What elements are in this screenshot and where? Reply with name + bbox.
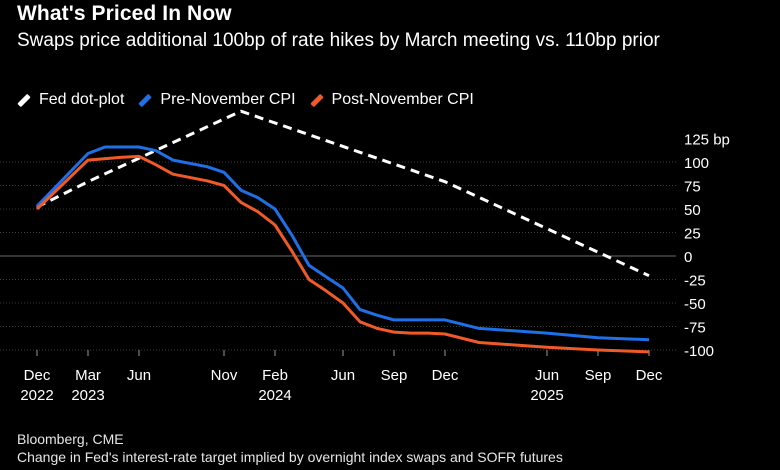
chart-title: What's Priced In Now <box>17 2 232 25</box>
y-tick-label: 100 <box>684 155 709 172</box>
y-tick-label: 25 <box>684 226 701 243</box>
chart-subtitle: Swaps price additional 100bp of rate hik… <box>17 30 660 51</box>
x-tick-label: Sep <box>381 367 408 384</box>
x-tick-label: Mar <box>75 367 101 384</box>
y-tick-label: -75 <box>684 320 706 337</box>
legend-item-pre-november-cpi: Pre-November CPI <box>138 91 296 109</box>
series-line-post-november-cpi <box>35 154 650 354</box>
x-tick-year-label: 2023 <box>71 387 104 404</box>
source-note: Bloomberg, CME <box>17 431 124 447</box>
y-tick-label: 0 <box>684 249 692 266</box>
y-tick-label: 50 <box>684 202 701 219</box>
methodology-note: Change in Fed's interest-rate target imp… <box>17 449 563 465</box>
x-tick-label: Nov <box>211 367 238 384</box>
y-tick-label: -50 <box>684 296 706 313</box>
x-tick-year-label: 2022 <box>20 387 53 404</box>
x-tick-label: Jun <box>331 367 355 384</box>
x-tick-label: Jun <box>535 367 559 384</box>
chart-footer: Bloomberg, CME Change in Fed's interest-… <box>17 430 563 466</box>
x-tick-label: Dec <box>432 367 459 384</box>
x-tick-year-label: 2024 <box>258 387 291 404</box>
y-tick-label: -25 <box>684 273 706 290</box>
x-tick-label: Feb <box>262 367 288 384</box>
y-tick-label: 75 <box>684 179 701 196</box>
x-tick-year-label: 2025 <box>530 387 563 404</box>
series-line-pre-november-cpi <box>35 145 650 342</box>
x-tick-label: Jun <box>127 367 151 384</box>
legend-item-post-november-cpi: Post-November CPI <box>309 91 474 109</box>
legend-item-fed-dot-plot: Fed dot-plot <box>17 91 124 109</box>
x-tick-label: Sep <box>585 367 612 384</box>
y-tick-label: -100 <box>684 343 714 360</box>
chart-legend: Fed dot-plot Pre-November CPI Post-Novem… <box>17 89 488 111</box>
y-tick-label: 125 bp <box>684 132 730 149</box>
legend-label-pre-november-cpi: Pre-November CPI <box>160 91 296 108</box>
x-tick-label: Dec <box>636 367 663 384</box>
legend-label-fed-dot-plot: Fed dot-plot <box>39 91 125 108</box>
legend-label-post-november-cpi: Post-November CPI <box>331 91 474 108</box>
series-line-fed-dot-plot <box>36 109 650 278</box>
x-tick-label: Dec <box>24 367 51 384</box>
